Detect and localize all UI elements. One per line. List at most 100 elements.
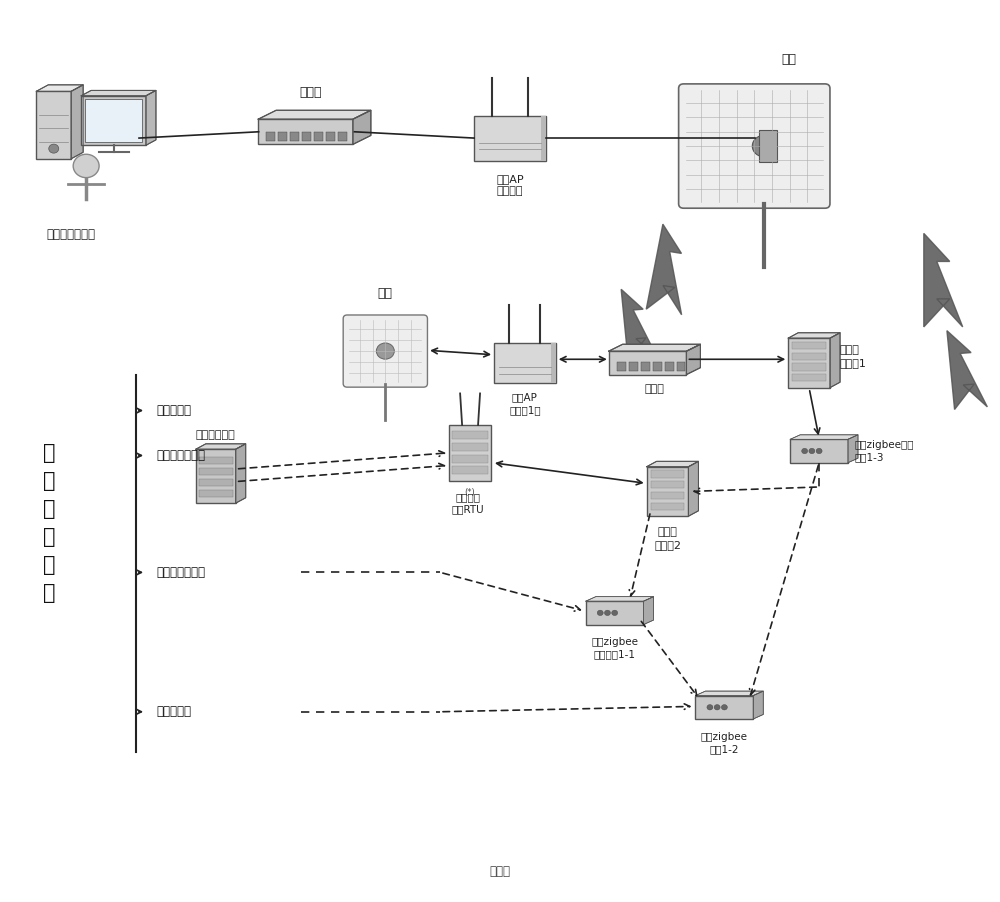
Polygon shape <box>644 597 654 624</box>
Text: 翻斗计量器: 翻斗计量器 <box>156 705 191 718</box>
FancyBboxPatch shape <box>302 132 311 141</box>
FancyBboxPatch shape <box>314 132 323 141</box>
FancyBboxPatch shape <box>759 130 777 162</box>
FancyBboxPatch shape <box>199 490 233 497</box>
FancyBboxPatch shape <box>653 362 662 371</box>
Polygon shape <box>695 691 763 695</box>
Text: 以太网
工控机1: 以太网 工控机1 <box>839 345 866 368</box>
Circle shape <box>597 610 603 615</box>
Polygon shape <box>71 85 83 159</box>
FancyBboxPatch shape <box>647 466 688 516</box>
FancyBboxPatch shape <box>551 343 556 382</box>
FancyBboxPatch shape <box>641 362 650 371</box>
Circle shape <box>604 610 610 615</box>
Text: 天线: 天线 <box>378 287 393 300</box>
FancyBboxPatch shape <box>81 96 146 145</box>
Polygon shape <box>353 110 371 144</box>
FancyBboxPatch shape <box>679 84 830 208</box>
FancyBboxPatch shape <box>338 132 347 141</box>
FancyBboxPatch shape <box>541 115 546 161</box>
FancyBboxPatch shape <box>199 457 233 465</box>
Text: 无线通讯
接收RTU: 无线通讯 接收RTU <box>452 492 484 514</box>
FancyBboxPatch shape <box>617 362 626 371</box>
Circle shape <box>721 704 727 710</box>
Circle shape <box>809 448 815 454</box>
Text: 交换机: 交换机 <box>299 86 322 98</box>
FancyBboxPatch shape <box>792 374 826 382</box>
Circle shape <box>802 448 808 454</box>
FancyBboxPatch shape <box>278 132 287 141</box>
Polygon shape <box>196 444 246 449</box>
Text: 有
杆
泵
抽
油
井: 有 杆 泵 抽 油 井 <box>43 443 56 603</box>
FancyBboxPatch shape <box>792 342 826 349</box>
FancyBboxPatch shape <box>266 132 275 141</box>
Text: 无线zigbee传输
模块1-3: 无线zigbee传输 模块1-3 <box>854 440 914 462</box>
FancyBboxPatch shape <box>199 479 233 486</box>
Circle shape <box>816 448 822 454</box>
FancyBboxPatch shape <box>665 362 674 371</box>
Circle shape <box>73 154 99 178</box>
Text: 以太网
工控机2: 以太网 工控机2 <box>654 528 681 550</box>
Text: 天线: 天线 <box>782 53 797 66</box>
Circle shape <box>752 135 776 157</box>
Polygon shape <box>586 597 654 601</box>
FancyBboxPatch shape <box>609 351 686 374</box>
Circle shape <box>714 704 720 710</box>
Text: 示功图采集仪: 示功图采集仪 <box>196 430 236 440</box>
FancyBboxPatch shape <box>452 455 488 463</box>
Polygon shape <box>788 333 840 338</box>
Polygon shape <box>947 331 987 410</box>
FancyBboxPatch shape <box>790 439 848 463</box>
FancyBboxPatch shape <box>343 315 427 387</box>
Polygon shape <box>621 290 658 361</box>
Text: 动态液位计算机: 动态液位计算机 <box>47 228 96 241</box>
FancyBboxPatch shape <box>651 470 684 477</box>
FancyBboxPatch shape <box>651 492 684 499</box>
Polygon shape <box>790 435 858 439</box>
Text: 交换机: 交换机 <box>645 383 665 393</box>
FancyBboxPatch shape <box>677 362 685 371</box>
Polygon shape <box>924 234 963 327</box>
Text: 套压变送器: 套压变送器 <box>156 404 191 417</box>
Polygon shape <box>609 345 700 351</box>
FancyBboxPatch shape <box>452 443 488 451</box>
Text: (*): (*) <box>465 488 475 497</box>
FancyBboxPatch shape <box>36 91 71 159</box>
FancyBboxPatch shape <box>494 343 556 382</box>
Polygon shape <box>36 85 83 91</box>
FancyBboxPatch shape <box>258 119 353 144</box>
FancyBboxPatch shape <box>792 353 826 360</box>
Polygon shape <box>753 691 763 719</box>
Text: 无线zigbee
传输模块1-1: 无线zigbee 传输模块1-1 <box>591 637 638 659</box>
FancyBboxPatch shape <box>326 132 335 141</box>
Text: 无线油压变送器: 无线油压变送器 <box>156 449 205 462</box>
FancyBboxPatch shape <box>452 466 488 474</box>
Polygon shape <box>688 461 698 516</box>
Text: 多功能电力仪表: 多功能电力仪表 <box>156 566 205 579</box>
FancyBboxPatch shape <box>651 481 684 488</box>
FancyBboxPatch shape <box>196 449 236 503</box>
FancyBboxPatch shape <box>629 362 638 371</box>
FancyBboxPatch shape <box>474 115 546 161</box>
Circle shape <box>707 704 713 710</box>
Text: 无线AP
（从站1）: 无线AP （从站1） <box>509 392 541 415</box>
Text: 无线zigbee
模块1-2: 无线zigbee 模块1-2 <box>701 732 748 754</box>
FancyBboxPatch shape <box>586 601 644 624</box>
Circle shape <box>612 610 618 615</box>
FancyBboxPatch shape <box>199 468 233 475</box>
Polygon shape <box>848 435 858 463</box>
Polygon shape <box>81 90 156 96</box>
Text: 组网图: 组网图 <box>490 865 511 879</box>
FancyBboxPatch shape <box>449 425 491 481</box>
FancyBboxPatch shape <box>695 695 753 719</box>
Polygon shape <box>686 345 700 374</box>
FancyBboxPatch shape <box>290 132 299 141</box>
FancyBboxPatch shape <box>85 99 142 142</box>
FancyBboxPatch shape <box>788 338 830 388</box>
FancyBboxPatch shape <box>792 364 826 371</box>
FancyBboxPatch shape <box>651 502 684 510</box>
Circle shape <box>376 343 394 359</box>
Polygon shape <box>258 110 371 119</box>
FancyBboxPatch shape <box>452 431 488 439</box>
Text: 无线AP
（主站）: 无线AP （主站） <box>496 174 524 197</box>
